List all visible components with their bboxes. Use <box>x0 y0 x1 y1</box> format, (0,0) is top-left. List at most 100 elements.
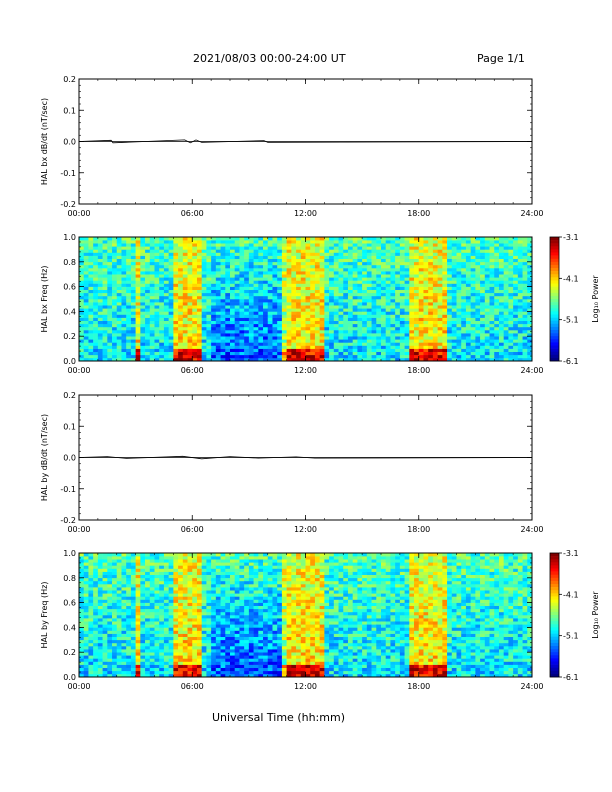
spectrogram-cell <box>83 577 89 582</box>
spectrogram-cell <box>253 348 259 352</box>
spectrogram-cell <box>508 357 514 362</box>
spectrogram-cell <box>465 339 471 343</box>
spectrogram-cell <box>409 326 415 331</box>
spectrogram-cell <box>102 237 108 241</box>
spectrogram-cell <box>366 268 372 272</box>
spectrogram-cell <box>135 333 141 337</box>
spectrogram-cell <box>121 271 127 275</box>
spectrogram-cell <box>244 342 250 346</box>
spectrogram-cell <box>447 292 453 297</box>
spectrogram-cell <box>399 240 405 244</box>
spectrogram-cell <box>498 345 504 349</box>
spectrogram-cell <box>102 305 108 309</box>
spectrogram-cell <box>168 339 174 343</box>
page-number: Page 1/1 <box>477 52 525 65</box>
spectrogram-cell <box>437 336 443 340</box>
spectrogram-cell <box>201 274 207 278</box>
spectrogram-cell <box>489 292 495 297</box>
spectrogram-cell <box>513 252 519 256</box>
spectrogram-cell <box>196 302 202 306</box>
spectrogram-cell <box>456 354 462 359</box>
spectrogram-cell <box>154 618 160 622</box>
spectrogram-cell <box>93 339 99 343</box>
spectrogram-cell <box>230 323 236 328</box>
spectrogram-cell <box>112 299 118 303</box>
spectrogram-cell <box>314 339 320 343</box>
spectrogram-cell <box>399 345 405 349</box>
spectrogram-cell <box>244 264 250 269</box>
spectrogram-cell <box>272 357 278 362</box>
spectrogram-cell <box>135 580 141 585</box>
spectrogram-cell <box>187 336 193 340</box>
spectrogram-cell <box>135 274 141 278</box>
spectrogram-cell <box>168 249 174 253</box>
spectrogram-cell <box>83 351 89 356</box>
spectrogram-cell <box>178 271 184 275</box>
spectrogram-cell <box>470 286 476 290</box>
spectrogram-cell <box>79 323 85 328</box>
spectrogram-cell <box>192 237 198 241</box>
spectrogram-cell <box>376 268 382 272</box>
spectrogram-cell <box>126 562 132 566</box>
spectrogram-cell <box>484 268 490 272</box>
spectrogram-cell <box>97 593 103 597</box>
spectrogram-cell <box>314 357 320 362</box>
spectrogram-cell <box>253 240 259 244</box>
spectrogram-cell <box>480 258 486 263</box>
spectrogram-cell <box>135 562 141 566</box>
spectrogram-cell <box>196 320 202 325</box>
spectrogram-cell <box>159 289 165 294</box>
spectrogram-cell <box>447 339 453 343</box>
spectrogram-cell <box>319 286 325 290</box>
spectrogram-cell <box>215 348 221 352</box>
spectrogram-cell <box>220 292 226 297</box>
spectrogram-cell <box>258 289 264 294</box>
spectrogram-cell <box>475 336 481 340</box>
spectrogram-cell <box>465 264 471 269</box>
spectrogram-cell <box>126 274 132 278</box>
spectrogram-cell <box>338 271 344 275</box>
spectrogram-cell <box>451 330 457 334</box>
spectrogram-cell <box>192 333 198 337</box>
spectrogram-cell <box>135 330 141 334</box>
spectrogram-cell <box>319 280 325 284</box>
spectrogram-cell <box>126 649 132 653</box>
spectrogram-cell <box>508 351 514 356</box>
spectrogram-cell <box>395 289 401 294</box>
spectrogram-cell <box>97 630 103 634</box>
spectrogram-cell <box>97 243 103 247</box>
spectrogram-cell <box>281 330 287 334</box>
spectrogram-cell <box>253 299 259 303</box>
spectrogram-cell <box>296 289 302 294</box>
spectrogram-cell <box>135 593 141 597</box>
spectrogram-cell <box>475 280 481 284</box>
spectrogram-cell <box>513 339 519 343</box>
spectrogram-cell <box>159 314 165 318</box>
spectrogram-cell <box>215 336 221 340</box>
spectrogram-cell <box>362 308 368 312</box>
spectrogram-cell <box>258 314 264 318</box>
spectrogram-cell <box>258 342 264 346</box>
spectrogram-cell <box>102 351 108 356</box>
spectrogram-cell <box>83 618 89 622</box>
spectrogram-cell <box>154 299 160 303</box>
spectrogram-cell <box>456 323 462 328</box>
spectrogram-cell <box>220 354 226 359</box>
spectrogram-cell <box>79 330 85 334</box>
spectrogram-cell <box>225 333 231 337</box>
spectrogram-cell <box>149 317 155 321</box>
spectrogram-cell <box>281 348 287 352</box>
spectrogram-cell <box>121 277 127 281</box>
spectrogram-cell <box>88 336 94 340</box>
spectrogram-cell <box>296 351 302 356</box>
spectrogram-cell <box>126 624 132 628</box>
spectrogram-cell <box>347 314 353 318</box>
spectrogram-cell <box>362 299 368 303</box>
spectrogram-cell <box>196 243 202 247</box>
spectrogram-cell <box>319 348 325 352</box>
spectrogram-cell <box>385 237 391 241</box>
spectrogram-cell <box>130 593 136 597</box>
spectrogram-cell <box>116 559 122 563</box>
spectrogram-cell <box>159 336 165 340</box>
spectrogram-cell <box>376 305 382 309</box>
